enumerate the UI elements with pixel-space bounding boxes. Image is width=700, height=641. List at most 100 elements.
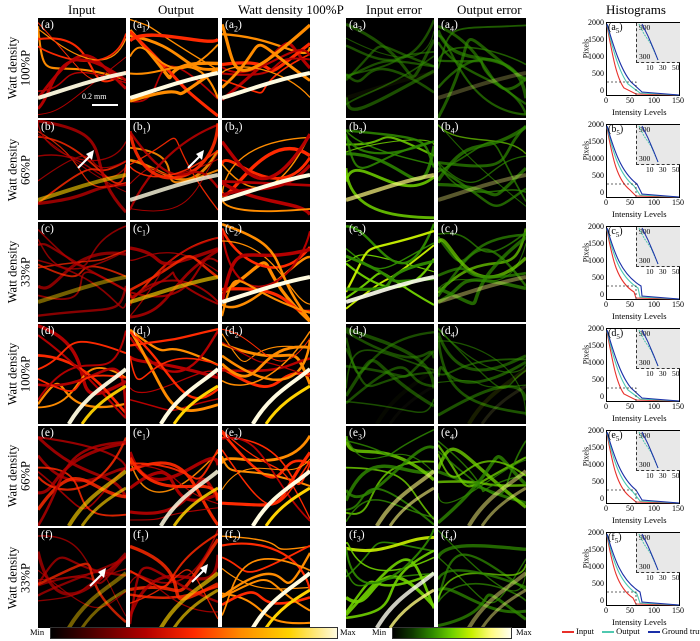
inset-ytick: 900 <box>639 125 651 134</box>
row-label-text: Watt density 33%P <box>5 547 32 610</box>
panel-label: (e3) <box>349 427 366 442</box>
inset-xtick: 50 <box>672 471 680 480</box>
histogram-xtick: 50 <box>626 96 634 105</box>
panel-letter: b <box>136 121 143 133</box>
inset-xtick: 50 <box>672 165 680 174</box>
image-panel: (f) <box>38 528 126 628</box>
histogram-panel-letter: b <box>611 124 617 135</box>
histogram-curves <box>606 227 680 300</box>
legend-input-label: Input <box>576 626 594 636</box>
histogram-xlabel: Intensity Levels <box>612 413 667 423</box>
inset-xtick: 50 <box>672 573 680 582</box>
col-title-histograms: Histograms <box>606 2 666 17</box>
image-panel: (e3) <box>346 426 434 526</box>
vessel-image <box>130 327 218 424</box>
col-title-ground-truth: Watt density 100%P <box>238 2 344 17</box>
inset-xtick: 10 <box>646 573 654 582</box>
panel-letter: e <box>352 427 358 439</box>
vessel-image <box>346 528 434 628</box>
col-title-output-error: Output error <box>457 2 522 17</box>
inset-ytick: 300 <box>639 358 651 367</box>
image-panel: (f4) <box>438 528 526 628</box>
row-label: Watt density 100%P <box>0 18 38 118</box>
histogram-ytick: 1000 <box>588 358 604 367</box>
inset-xtick: 50 <box>672 369 680 378</box>
panel-label: (f4) <box>441 529 457 544</box>
inset-xtick: 30 <box>659 573 667 582</box>
inset-ytick: 900 <box>639 227 651 236</box>
vessel-image <box>438 440 526 526</box>
row-label: Watt density 33%P <box>0 528 38 628</box>
panel-label: (a) <box>41 19 54 31</box>
histogram-xtick: 150 <box>672 402 684 411</box>
histogram-xlabel: Intensity Levels <box>612 107 667 117</box>
panel-letter: b <box>352 121 359 133</box>
histogram-xtick: 0 <box>604 504 608 513</box>
row-label-text: Watt density 100%P <box>5 37 32 100</box>
row-label-text: Watt density 66%P <box>5 139 32 202</box>
vessel-image <box>438 24 526 118</box>
row-label-text: Watt density 33%P <box>5 241 32 304</box>
inset-ytick: 900 <box>639 431 651 440</box>
panel-letter: c <box>352 223 358 235</box>
histogram-plot: Pixels 2000 1500 1000 500 0 0 50 100 150 Intensity… <box>581 120 698 220</box>
histogram-panel-letter: e <box>611 430 616 441</box>
histogram-panel-label: (e5) <box>608 430 623 443</box>
panel-label: (b2) <box>225 121 243 136</box>
histogram-xtick: 50 <box>626 300 634 309</box>
panel-label: (d1) <box>133 325 151 340</box>
image-panel: (d) <box>38 324 126 424</box>
image-panel: (c1) <box>130 222 218 322</box>
inset-xtick: 10 <box>646 165 654 174</box>
histogram-plot: Pixels 2000 1500 1000 500 0 0 50 100 150 Intensity… <box>581 426 698 526</box>
image-panel: (c3) <box>346 222 434 322</box>
green-colorbar-min: Min <box>372 627 387 637</box>
image-panel: (e1) <box>130 426 218 526</box>
panel-letter: c <box>228 223 234 235</box>
image-panel: (b) <box>38 120 126 220</box>
inset-xtick: 50 <box>672 63 680 72</box>
histogram-xtick: 100 <box>648 402 660 411</box>
panel-label: (e4) <box>441 427 458 442</box>
panel-label: (c1) <box>133 223 150 238</box>
vessel-image <box>222 222 310 322</box>
image-panel: (a3) <box>346 18 434 118</box>
vessel-image <box>346 429 434 526</box>
row-label-line2: 66%P <box>18 461 32 491</box>
histogram-ytick: 1000 <box>588 256 604 265</box>
histogram-curves <box>606 329 680 402</box>
histogram-xtick: 0 <box>604 606 608 615</box>
scale-bar-label: 0.2 mm <box>82 92 107 101</box>
histogram-ytick: 1500 <box>588 443 604 452</box>
vessel-image <box>130 236 218 319</box>
inset-ytick: 300 <box>639 460 651 469</box>
inset-ytick: 300 <box>639 52 651 61</box>
panel-letter: d <box>136 325 143 337</box>
inset-xtick: 10 <box>646 471 654 480</box>
panel-label: (f3) <box>349 529 365 544</box>
vessel-image <box>130 529 218 628</box>
panel-label: (e1) <box>133 427 150 442</box>
image-panel: (d1) <box>130 324 218 424</box>
hot-colorbar <box>50 627 338 639</box>
image-panel: (b2) <box>222 120 310 220</box>
histogram-panel-letter: f <box>611 532 615 543</box>
row-label: Watt density 33%P <box>0 222 38 322</box>
legend-gt-line <box>647 631 660 634</box>
histogram-xtick: 0 <box>604 96 608 105</box>
panel-letter: f <box>228 529 233 541</box>
arrow-icon <box>88 566 110 588</box>
histogram-ytick: 500 <box>592 477 604 486</box>
panel-label: (b) <box>41 121 55 133</box>
histogram-xtick: 50 <box>626 504 634 513</box>
histogram-plot: Pixels 2000 1500 1000 500 0 0 50 100 150 Intensity… <box>581 528 698 628</box>
panel-letter: a <box>44 19 50 31</box>
inset-ytick: 300 <box>639 154 651 163</box>
arrow-icon <box>76 148 98 170</box>
histogram-inset <box>636 329 680 369</box>
histogram-plot: Pixels 2000 1500 1000 500 0 0 50 100 150 Intensity… <box>581 222 698 322</box>
row-label-line2: 33%P <box>18 563 32 593</box>
panel-label: (a3) <box>349 19 366 34</box>
histogram-xtick: 150 <box>672 606 684 615</box>
histogram-xlabel: Intensity Levels <box>612 209 667 219</box>
